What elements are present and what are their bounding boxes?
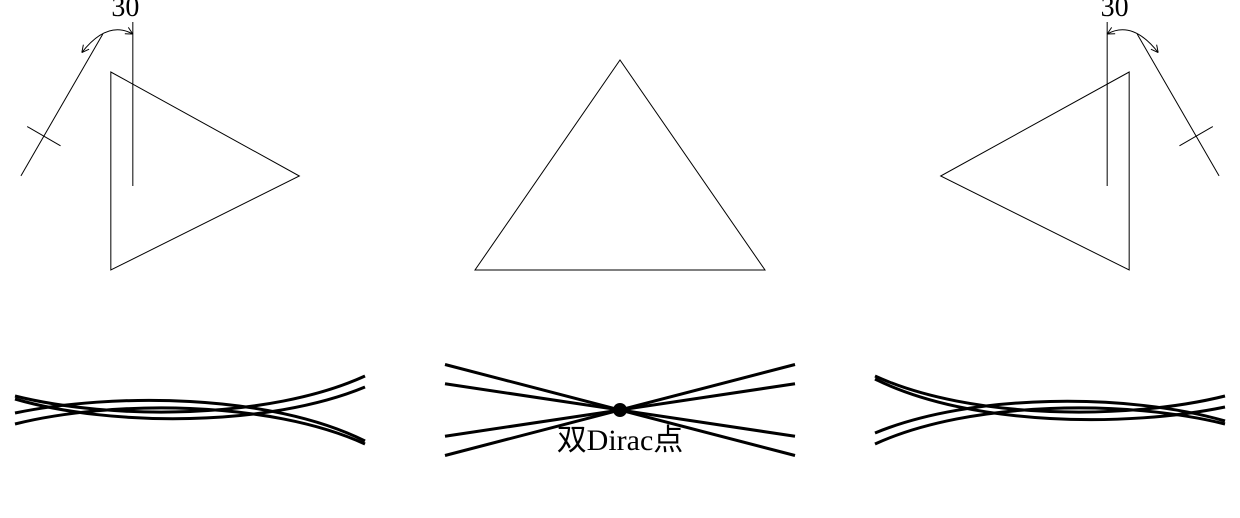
- left-angle-arc: [82, 30, 133, 53]
- double-dirac-point-dot: [613, 403, 627, 417]
- band-lower-1: [875, 376, 1225, 412]
- center-triangle: [475, 60, 765, 270]
- diagram-canvas: 30 30 双Dirac点: [0, 0, 1240, 518]
- band-lower-1: [15, 376, 365, 412]
- right-tilted-line: [1137, 34, 1219, 176]
- right-angle-arc: [1107, 30, 1158, 53]
- left-tilted-triangle: [111, 72, 299, 270]
- left-tick-mark: [27, 127, 60, 146]
- band-upper-1: [875, 408, 1225, 444]
- left-tilted-line: [21, 34, 103, 176]
- left-angle-label: 30: [111, 0, 139, 23]
- right-angle-label: 30: [1101, 0, 1129, 23]
- right-tick-mark: [1179, 127, 1212, 146]
- right-tilted-triangle: [941, 72, 1130, 270]
- band-upper-1: [15, 408, 365, 444]
- double-dirac-caption: 双Dirac点: [557, 424, 684, 457]
